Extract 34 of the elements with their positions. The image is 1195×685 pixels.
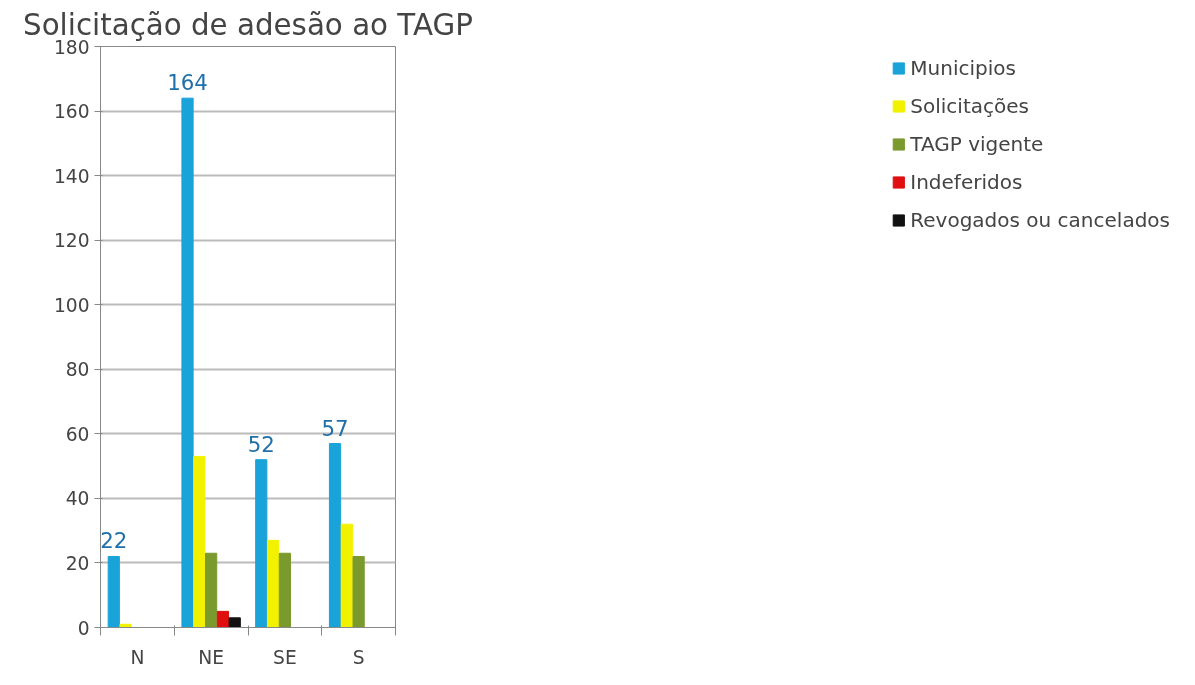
- bar: [107, 555, 120, 628]
- legend-label: Indeferidos: [910, 170, 1023, 194]
- bar: [255, 459, 268, 628]
- y-tick-label: 100: [53, 294, 90, 316]
- bar: [205, 552, 218, 628]
- y-tick-label: 160: [53, 101, 90, 123]
- legend-label: Solicitações: [910, 94, 1029, 118]
- data-label: 52: [247, 431, 275, 457]
- bar: [340, 523, 353, 628]
- y-tick-label: 120: [53, 230, 90, 252]
- bar: [193, 455, 206, 628]
- y-tick-label: 40: [65, 488, 90, 510]
- y-tick-label: 80: [65, 359, 90, 381]
- data-label: 22: [100, 528, 128, 554]
- x-tick-label: S: [352, 646, 365, 668]
- y-tick-label: 20: [65, 552, 90, 574]
- legend-label: Revogados ou cancelados: [910, 208, 1170, 232]
- bar: [181, 97, 194, 628]
- legend-label: TAGP vigente: [910, 132, 1044, 156]
- x-tick-label: NE: [198, 646, 224, 668]
- bar: [228, 617, 241, 628]
- legend-label: Municipios: [910, 56, 1016, 80]
- data-label: 57: [321, 415, 349, 441]
- y-tick-label: 0: [77, 617, 90, 639]
- bar: [266, 539, 280, 628]
- bar: [278, 552, 291, 628]
- data-label: 164: [167, 70, 208, 96]
- y-tick-label: 60: [65, 423, 90, 445]
- x-tick-label: N: [130, 646, 145, 668]
- bar: [352, 555, 365, 628]
- x-tick-label: SE: [273, 646, 297, 668]
- bar: [216, 610, 230, 628]
- bar: [328, 443, 342, 628]
- y-tick-label: 140: [53, 165, 90, 187]
